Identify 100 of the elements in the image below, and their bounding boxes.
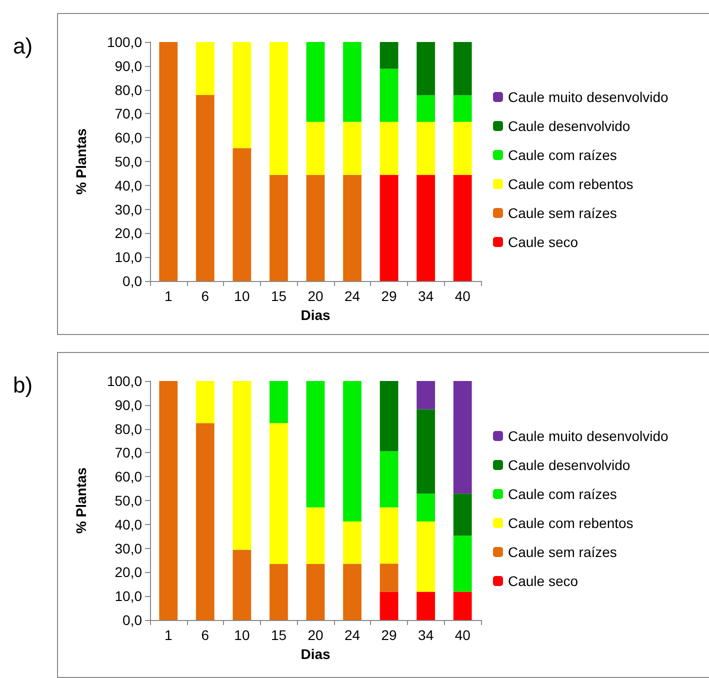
bar (306, 42, 325, 122)
legend-label: Caule muito desenvolvido (508, 89, 669, 105)
legend-label: Caule sem raízes (508, 544, 617, 560)
y-axis-title: % Plantas (73, 128, 89, 195)
y-tick-label: 40,0 (114, 516, 142, 532)
y-tick-label: 30,0 (114, 540, 142, 556)
bar (306, 381, 325, 508)
x-tick-label: 34 (418, 627, 434, 643)
legend-label: Caule com raízes (508, 486, 617, 502)
bar (196, 95, 214, 281)
bar (196, 423, 214, 620)
y-tick-label: 80,0 (114, 82, 142, 98)
bar (416, 381, 436, 410)
x-tick-label: 20 (308, 288, 324, 304)
legend-label: Caule sem raízes (508, 205, 617, 221)
y-tick-label: 100,0 (106, 34, 142, 50)
bar (343, 522, 362, 564)
x-tick-label: 24 (344, 288, 360, 304)
x-tick-label: 34 (418, 288, 434, 304)
y-tick-label: 40,0 (114, 177, 142, 194)
x-tick-label: 10 (234, 288, 250, 304)
bar (343, 381, 362, 522)
bar (453, 592, 472, 620)
chart-title: a) (13, 34, 33, 58)
y-tick-label: 90,0 (114, 58, 142, 74)
y-tick-label: 30,0 (114, 201, 142, 218)
bar (380, 381, 398, 452)
x-tick-label: 1 (164, 288, 172, 304)
x-tick-label: 1 (164, 627, 172, 643)
bar (232, 550, 252, 620)
y-tick-label: 60,0 (114, 130, 142, 146)
bar (453, 174, 472, 281)
bar (453, 494, 472, 536)
bar (453, 536, 472, 592)
x-tick-label: 6 (201, 627, 210, 643)
chart-title: b) (13, 372, 33, 398)
bar (416, 592, 436, 620)
bar (232, 42, 252, 148)
legend-label: Caule com rebentos (508, 176, 634, 192)
y-tick-label: 70,0 (114, 444, 142, 461)
bar (416, 42, 436, 96)
y-tick-label: 100,0 (106, 373, 142, 389)
bar (270, 42, 288, 175)
bar (270, 564, 288, 620)
y-tick-label: 0,0 (122, 612, 142, 628)
x-tick-label: 29 (381, 288, 398, 304)
bar (453, 42, 472, 96)
x-tick-label: 15 (270, 288, 287, 304)
bar (380, 507, 398, 564)
y-tick-label: 20,0 (114, 564, 142, 580)
x-tick-label: 40 (454, 288, 471, 304)
y-tick-label: 70,0 (114, 106, 142, 122)
x-axis-title: Dias (300, 306, 330, 323)
y-tick-label: 60,0 (114, 468, 142, 485)
x-tick-label: 20 (308, 627, 324, 643)
bar (453, 122, 472, 175)
bar (380, 174, 398, 281)
bar (306, 507, 325, 564)
bar (196, 381, 214, 424)
x-tick-label: 40 (454, 627, 471, 643)
bar (306, 122, 325, 175)
x-axis-title: Dias (300, 646, 330, 662)
y-tick-label: 0,0 (122, 273, 142, 289)
bar (343, 174, 362, 281)
bar (306, 564, 325, 620)
x-tick-label: 10 (234, 627, 250, 643)
legend-label: Caule desenvolvido (508, 457, 630, 473)
y-tick-label: 50,0 (114, 154, 142, 170)
bar (380, 42, 398, 69)
bar (453, 381, 472, 494)
bar (343, 42, 362, 122)
legend-label: Caule com rebentos (508, 515, 634, 531)
legend-label: Caule com raízes (508, 147, 617, 163)
y-tick-label: 90,0 (114, 396, 142, 413)
bar (453, 95, 472, 122)
y-tick-label: 50,0 (114, 492, 142, 508)
legend-label: Caule seco (508, 573, 578, 589)
bar (380, 68, 398, 122)
bar (159, 381, 178, 620)
bar (416, 174, 436, 281)
bar (270, 423, 288, 564)
bar (416, 409, 436, 494)
bar (306, 174, 325, 281)
x-tick-label: 29 (381, 627, 398, 643)
bar (159, 42, 178, 281)
bar (343, 122, 362, 175)
bar (232, 148, 252, 281)
y-tick-label: 20,0 (114, 225, 142, 242)
bar (416, 494, 436, 522)
y-tick-label: 10,0 (114, 249, 142, 266)
bar (380, 592, 398, 620)
x-tick-label: 15 (270, 627, 287, 643)
x-tick-label: 24 (344, 627, 360, 643)
bar (196, 42, 214, 96)
y-axis-title: % Plantas (73, 467, 89, 534)
bar (270, 381, 288, 424)
x-tick-label: 6 (201, 288, 210, 304)
bar (380, 122, 398, 175)
bar (232, 381, 252, 550)
y-tick-label: 80,0 (114, 420, 142, 437)
